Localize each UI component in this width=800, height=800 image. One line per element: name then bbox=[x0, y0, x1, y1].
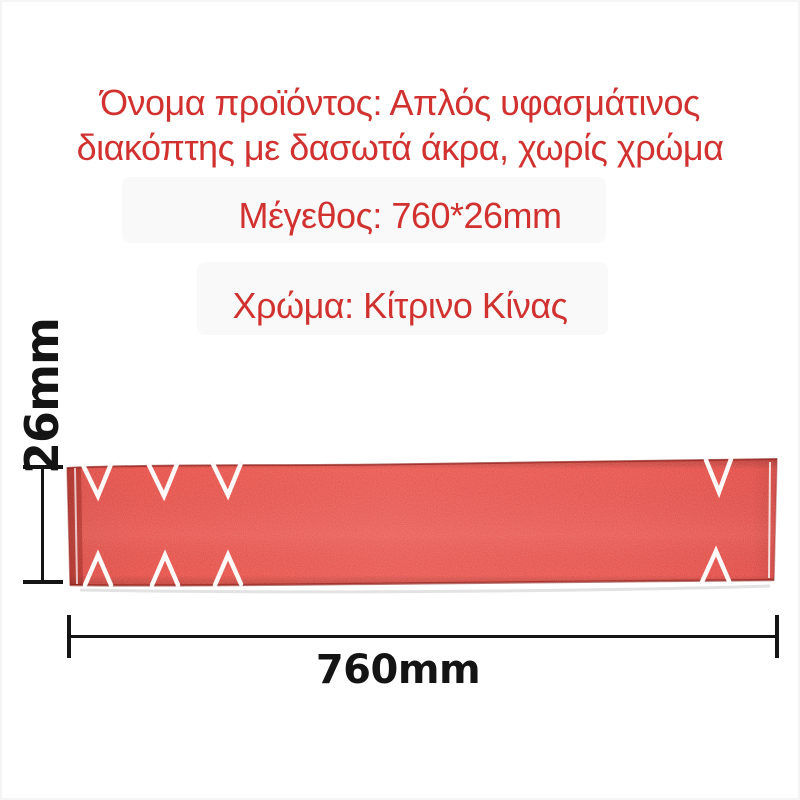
product-name-title: Όνομα προϊόντος: Απλός υφασμάτινος διακό… bbox=[0, 80, 800, 170]
strap-shadow bbox=[79, 584, 771, 594]
strap-notch bbox=[212, 549, 244, 588]
strap-notch bbox=[80, 461, 114, 502]
strap-leather-texture bbox=[67, 459, 777, 586]
width-dimension-label: 760mm bbox=[315, 647, 481, 693]
strap-notches bbox=[80, 456, 734, 588]
height-dimension-line bbox=[23, 465, 63, 584]
strap-notch bbox=[703, 456, 734, 499]
strap-notch bbox=[699, 545, 732, 585]
size-spec-text: Μέγεθος: 760*26mm bbox=[238, 195, 562, 236]
strap-notch bbox=[149, 549, 181, 588]
width-dimension-line bbox=[67, 615, 779, 658]
strap-notch bbox=[82, 549, 114, 588]
product-name-line-2: διακόπτης με δασωτά άκρα, χωρίς χρώμα bbox=[76, 127, 724, 168]
strap-notch bbox=[210, 460, 244, 501]
product-name-line-1: Όνομα προϊόντος: Απλός υφασμάτινος bbox=[100, 82, 700, 123]
color-spec-text: Χρώμα: Κίτρινο Κίνας bbox=[232, 285, 568, 326]
strap-notch bbox=[146, 461, 180, 502]
color-text-backdrop bbox=[197, 262, 608, 335]
size-text-backdrop bbox=[122, 177, 606, 243]
strap-shape bbox=[66, 453, 778, 594]
